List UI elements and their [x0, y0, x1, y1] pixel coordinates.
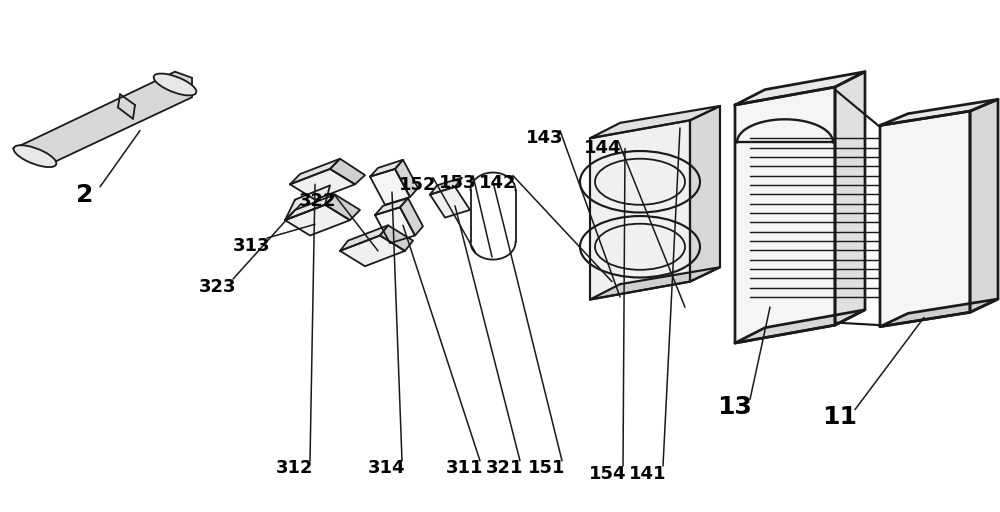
Text: 13: 13 — [718, 395, 752, 419]
Text: 322: 322 — [299, 191, 337, 210]
Text: 153: 153 — [439, 174, 477, 193]
Polygon shape — [430, 178, 462, 195]
Polygon shape — [285, 205, 350, 236]
Polygon shape — [735, 87, 835, 343]
Polygon shape — [400, 198, 423, 236]
Polygon shape — [375, 207, 415, 243]
Polygon shape — [590, 106, 720, 138]
Polygon shape — [285, 185, 330, 220]
Polygon shape — [325, 195, 360, 220]
Polygon shape — [395, 160, 418, 197]
Polygon shape — [590, 120, 690, 300]
Text: 154: 154 — [589, 464, 627, 483]
Text: 313: 313 — [233, 237, 271, 255]
Polygon shape — [690, 106, 720, 282]
Ellipse shape — [14, 145, 56, 167]
Ellipse shape — [154, 74, 196, 95]
Text: 312: 312 — [276, 459, 314, 478]
Polygon shape — [285, 195, 335, 220]
Text: 141: 141 — [629, 464, 667, 483]
Text: 143: 143 — [526, 129, 564, 147]
Polygon shape — [290, 169, 355, 200]
Text: 142: 142 — [479, 174, 517, 193]
Polygon shape — [970, 99, 998, 312]
Polygon shape — [340, 225, 388, 251]
Polygon shape — [735, 310, 865, 343]
Text: 321: 321 — [486, 459, 524, 478]
Polygon shape — [735, 72, 865, 105]
Polygon shape — [340, 236, 405, 266]
Polygon shape — [880, 111, 970, 327]
Polygon shape — [590, 267, 720, 300]
Text: 311: 311 — [446, 459, 484, 478]
Polygon shape — [430, 187, 470, 218]
Polygon shape — [880, 99, 998, 125]
Polygon shape — [380, 225, 413, 251]
Polygon shape — [880, 299, 998, 327]
Polygon shape — [370, 160, 403, 177]
Polygon shape — [290, 159, 340, 184]
Text: 11: 11 — [822, 406, 858, 429]
Text: 151: 151 — [528, 459, 566, 478]
Text: 2: 2 — [76, 183, 94, 206]
Polygon shape — [375, 198, 408, 215]
Text: 144: 144 — [584, 139, 622, 158]
Polygon shape — [330, 159, 365, 184]
Polygon shape — [835, 72, 865, 325]
Polygon shape — [13, 72, 192, 166]
Text: 314: 314 — [368, 459, 406, 478]
Text: 152: 152 — [399, 176, 437, 195]
Polygon shape — [370, 169, 410, 205]
Text: 323: 323 — [199, 278, 237, 296]
